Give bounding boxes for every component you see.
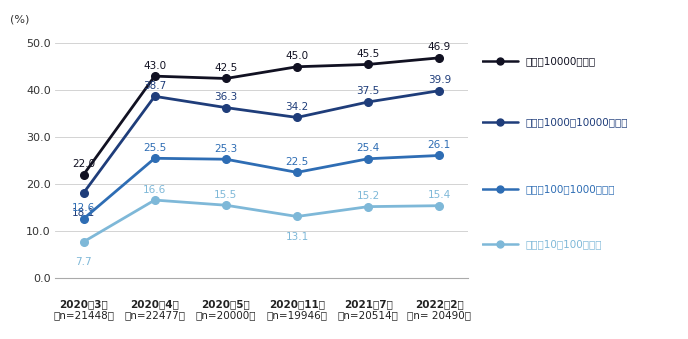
Text: 43.0: 43.0 bbox=[143, 61, 166, 71]
Text: 22.0: 22.0 bbox=[72, 159, 95, 169]
Text: 34.2: 34.2 bbox=[286, 102, 309, 112]
Text: 15.5: 15.5 bbox=[214, 190, 237, 200]
Text: 13.1: 13.1 bbox=[286, 232, 309, 242]
Text: 37.5: 37.5 bbox=[356, 86, 380, 96]
Text: （n=22477）: （n=22477） bbox=[124, 310, 185, 320]
Text: 46.9: 46.9 bbox=[428, 42, 451, 52]
Text: 26.1: 26.1 bbox=[428, 140, 451, 150]
Text: 7.7: 7.7 bbox=[75, 257, 92, 267]
Text: （n=19946）: （n=19946） bbox=[266, 310, 327, 320]
Text: 36.3: 36.3 bbox=[214, 92, 237, 102]
Text: 12.6: 12.6 bbox=[72, 203, 95, 213]
Text: （n=20514）: （n=20514） bbox=[338, 310, 398, 320]
Text: 45.0: 45.0 bbox=[286, 51, 309, 61]
Text: 2021年7月: 2021年7月 bbox=[344, 299, 393, 309]
Text: 25.3: 25.3 bbox=[214, 144, 237, 154]
Text: （n= 20490）: （n= 20490） bbox=[407, 310, 471, 320]
Text: 従業員100～1000人未満: 従業員100～1000人未満 bbox=[526, 184, 615, 194]
Text: 2022年2月: 2022年2月 bbox=[415, 299, 464, 309]
Text: 2020年11月: 2020年11月 bbox=[269, 299, 325, 309]
Text: 2020年3月: 2020年3月 bbox=[59, 299, 108, 309]
Text: 45.5: 45.5 bbox=[356, 49, 380, 59]
Text: 従業員10～100人未満: 従業員10～100人未満 bbox=[526, 239, 602, 249]
Text: 25.5: 25.5 bbox=[143, 143, 166, 153]
Text: 15.4: 15.4 bbox=[428, 190, 451, 200]
Text: (%): (%) bbox=[10, 14, 29, 24]
Text: 22.5: 22.5 bbox=[286, 157, 309, 167]
Text: 39.9: 39.9 bbox=[428, 75, 451, 85]
Text: 25.4: 25.4 bbox=[356, 143, 380, 153]
Text: 従業員10000人以上: 従業員10000人以上 bbox=[526, 56, 596, 66]
Text: （n=21448）: （n=21448） bbox=[53, 310, 114, 320]
Text: 18.1: 18.1 bbox=[72, 208, 95, 218]
Text: （n=20000）: （n=20000） bbox=[195, 310, 256, 320]
Text: 2020年4月: 2020年4月 bbox=[130, 299, 179, 309]
Text: 42.5: 42.5 bbox=[214, 63, 237, 73]
Text: 16.6: 16.6 bbox=[143, 184, 166, 195]
Text: 38.7: 38.7 bbox=[143, 81, 166, 91]
Text: 2020年5月: 2020年5月 bbox=[202, 299, 250, 309]
Text: 15.2: 15.2 bbox=[356, 191, 380, 201]
Text: 従業員1000～10000人未満: 従業員1000～10000人未満 bbox=[526, 117, 628, 127]
